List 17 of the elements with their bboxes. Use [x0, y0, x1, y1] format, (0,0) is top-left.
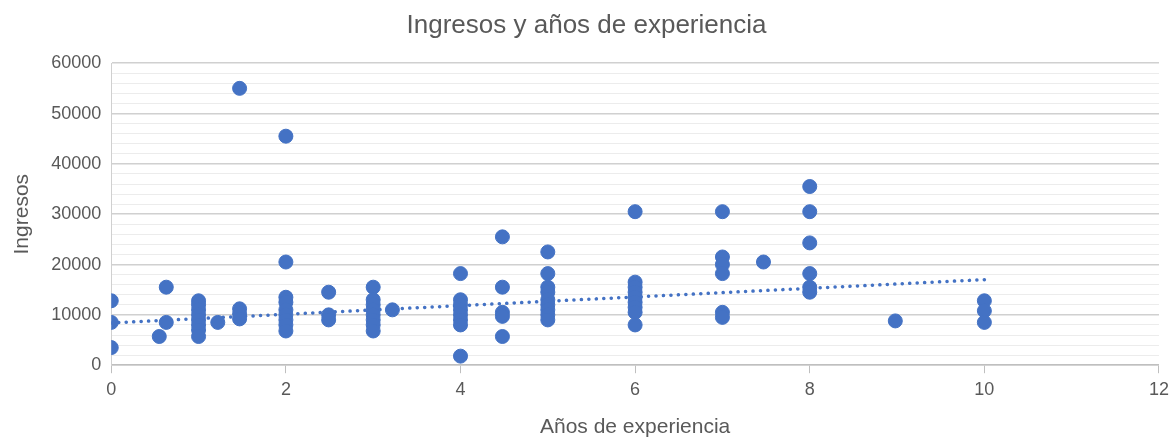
- x-axis-title: Años de experiencia: [539, 414, 731, 438]
- x-tick-label: 12: [1148, 378, 1169, 399]
- y-axis-title: Ingresos: [9, 173, 33, 255]
- x-tick-label: 4: [455, 378, 466, 399]
- x-tick-label: 6: [630, 378, 641, 399]
- y-tick-label: 20000: [51, 253, 102, 274]
- x-tick-label: 8: [804, 378, 815, 399]
- x-tick-label: 2: [280, 378, 291, 399]
- x-tick-label: 0: [106, 378, 117, 399]
- y-tick-label: 10000: [51, 303, 102, 324]
- y-tick-label: 60000: [51, 52, 102, 73]
- y-tick-label: 50000: [51, 102, 102, 123]
- y-tick-label: 30000: [51, 203, 102, 224]
- x-tick-label: 10: [974, 378, 995, 399]
- chart-title: Ingresos y años de experiencia: [406, 8, 767, 39]
- y-tick-label: 40000: [51, 152, 102, 173]
- y-tick-label: 0: [91, 354, 102, 375]
